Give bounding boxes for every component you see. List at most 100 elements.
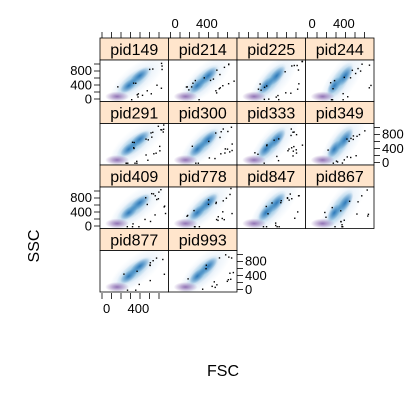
outlier-point: [160, 188, 162, 191]
outlier-point: [277, 94, 279, 97]
outlier-point: [274, 222, 277, 224]
core-blob: [242, 218, 267, 229]
x-tick-label: 400: [128, 301, 150, 316]
outlier-point: [136, 160, 138, 163]
outlier-point: [223, 218, 225, 221]
outlier-point: [215, 202, 217, 205]
density-blob: [258, 140, 274, 158]
outlier-point: [257, 153, 259, 155]
outlier-point: [208, 157, 211, 159]
density-pid291: [105, 123, 166, 165]
outlier-point: [343, 76, 345, 79]
core-blob: [173, 282, 198, 292]
y-tick-label: 0: [382, 155, 389, 170]
outlier-point: [152, 131, 154, 134]
outlier-point: [342, 99, 344, 101]
outlier-point: [217, 216, 219, 218]
outlier-point: [340, 210, 342, 212]
x-axis-top-3: 0 400: [307, 16, 365, 38]
panel-pid225: pid225: [236, 37, 306, 102]
density-pid778: [173, 187, 233, 229]
strip-label-pid867: pid867: [316, 169, 364, 186]
outlier-point: [130, 99, 133, 101]
strip-label-pid847: pid847: [247, 169, 295, 186]
core-blob: [105, 218, 130, 229]
x-axis-bottom-0: 0 400: [101, 293, 160, 316]
outlier-point: [324, 211, 326, 214]
outlier-point: [136, 270, 138, 272]
outlier-point: [125, 162, 127, 164]
outlier-point: [291, 65, 293, 67]
outlier-point: [277, 159, 280, 162]
density-pid993: [173, 250, 235, 292]
outlier-point: [155, 257, 158, 259]
outlier-point: [216, 284, 218, 286]
outlier-point: [209, 79, 212, 82]
outlier-point: [367, 215, 369, 217]
outlier-point: [295, 152, 298, 154]
outlier-point: [257, 88, 260, 90]
y-tick-label: 400: [382, 141, 404, 156]
outlier-point: [233, 80, 235, 82]
outlier-point: [286, 197, 289, 199]
outlier-point: [289, 193, 291, 195]
outlier-point: [368, 87, 371, 89]
outlier-point: [146, 203, 148, 206]
outlier-point: [215, 90, 217, 92]
outlier-point: [278, 138, 280, 140]
outlier-point: [188, 89, 190, 91]
density-pid847: [242, 187, 300, 229]
outlier-point: [268, 98, 270, 100]
outlier-point: [159, 145, 161, 148]
outlier-point: [211, 285, 213, 288]
outlier-point: [349, 77, 352, 79]
density-blob: [327, 76, 342, 95]
outlier-point: [133, 141, 135, 144]
panel-pid867: pid867: [305, 164, 375, 229]
outlier-point: [292, 155, 294, 157]
outlier-point: [157, 125, 160, 128]
outlier-point: [197, 162, 200, 164]
outlier-point: [364, 130, 366, 132]
outlier-point: [162, 258, 164, 261]
outlier-point: [278, 98, 280, 101]
x-tick-label: 0: [309, 16, 316, 31]
outlier-point: [224, 254, 227, 256]
outlier-point: [136, 162, 138, 164]
core-blob: [242, 91, 267, 102]
density-blob: [120, 268, 138, 284]
outlier-point: [265, 226, 268, 228]
outlier-point: [273, 139, 275, 141]
outlier-point: [215, 92, 218, 94]
strip-label-pid291: pid291: [110, 106, 158, 123]
outlier-point: [267, 213, 269, 215]
outlier-point: [343, 159, 345, 161]
outlier-point: [221, 217, 223, 220]
density-blob: [189, 77, 206, 94]
outlier-point: [186, 215, 188, 217]
outlier-point: [341, 226, 343, 228]
density-pid244: [310, 60, 372, 102]
outlier-point: [212, 78, 215, 80]
outlier-point: [298, 195, 300, 197]
outlier-point: [333, 79, 336, 82]
outlier-point: [346, 138, 348, 140]
outlier-point: [131, 141, 134, 144]
outlier-point: [351, 69, 354, 72]
core-blob: [105, 91, 130, 102]
outlier-point: [132, 82, 135, 84]
outlier-point: [294, 217, 296, 219]
density-pid300: [173, 123, 233, 165]
outlier-point: [280, 201, 282, 204]
outlier-point: [332, 162, 335, 164]
outlier-point: [367, 213, 370, 216]
outlier-point: [192, 82, 194, 84]
outlier-point: [230, 187, 232, 190]
density-blob: [327, 203, 342, 222]
outlier-point: [293, 145, 295, 148]
outlier-point: [161, 65, 163, 67]
density-blob: [189, 204, 206, 221]
outlier-point: [148, 68, 151, 71]
